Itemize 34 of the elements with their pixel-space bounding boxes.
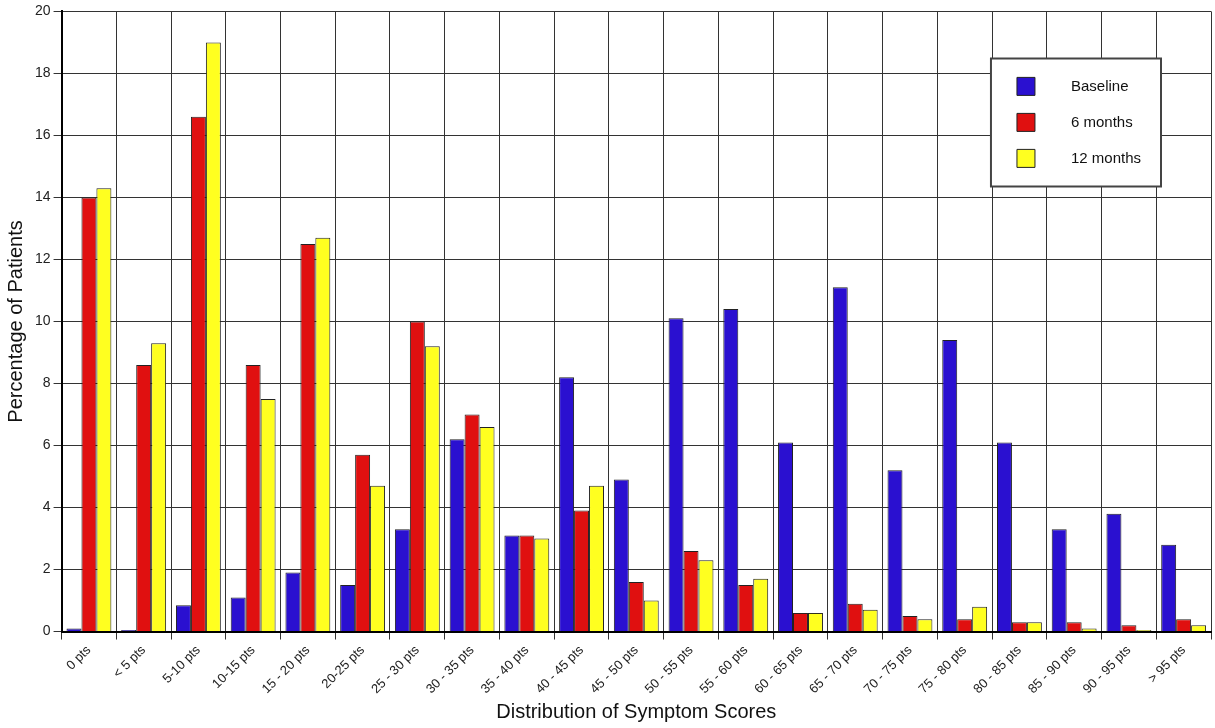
y-tick-label: 16 bbox=[34, 126, 51, 143]
x-tick-label: < 5 pts bbox=[109, 641, 149, 681]
legend-label: 12 months bbox=[1070, 148, 1142, 166]
y-tick-label: 14 bbox=[34, 188, 51, 205]
x-tick-label: 25 - 30 pts bbox=[367, 641, 423, 697]
x-tick-label: 65 - 70 pts bbox=[805, 641, 861, 697]
x-axis-title: Distribution of Symptom Scores bbox=[496, 699, 777, 722]
x-tick-label: 90 - 95 pts bbox=[1079, 641, 1134, 697]
x-tick-label: 45 - 50 pts bbox=[586, 641, 642, 697]
x-tick-label: 30 - 35 pts bbox=[422, 641, 478, 697]
x-tick-label: > 95 pts bbox=[1144, 641, 1189, 686]
y-tick-label: 8 bbox=[42, 374, 51, 391]
y-tick-label: 2 bbox=[42, 560, 51, 577]
y-tick-label: 0 bbox=[42, 622, 51, 639]
legend-label: 6 months bbox=[1070, 112, 1133, 130]
y-tick-label: 12 bbox=[34, 250, 51, 267]
x-tick-label: 15 - 20 pts bbox=[258, 641, 313, 697]
y-tick-label: 18 bbox=[34, 64, 51, 81]
y-tick-label: 6 bbox=[42, 436, 51, 453]
x-tick-label: 35 - 40 pts bbox=[477, 641, 532, 697]
legend-label: Baseline bbox=[1070, 76, 1129, 94]
x-tick-label: 40 - 45 pts bbox=[532, 641, 587, 697]
x-tick-label: 55 - 60 pts bbox=[696, 641, 751, 697]
x-tick-label: 75 - 80 pts bbox=[915, 641, 970, 697]
y-tick-label: 4 bbox=[42, 498, 51, 515]
y-axis-title: Percentage of Patients bbox=[3, 220, 26, 423]
x-tick-label: 50 - 55 pts bbox=[641, 641, 697, 697]
y-tick-label: 10 bbox=[34, 312, 51, 329]
x-tick-label: 0 pts bbox=[63, 641, 94, 673]
x-tick-label: 85 - 90 pts bbox=[1024, 641, 1080, 697]
x-tick-label: 70 - 75 pts bbox=[860, 641, 915, 697]
x-tick-label: 80 - 85 pts bbox=[970, 641, 1025, 697]
x-tick-label: 60 - 65 pts bbox=[751, 641, 806, 697]
y-tick-label: 20 bbox=[34, 2, 51, 19]
